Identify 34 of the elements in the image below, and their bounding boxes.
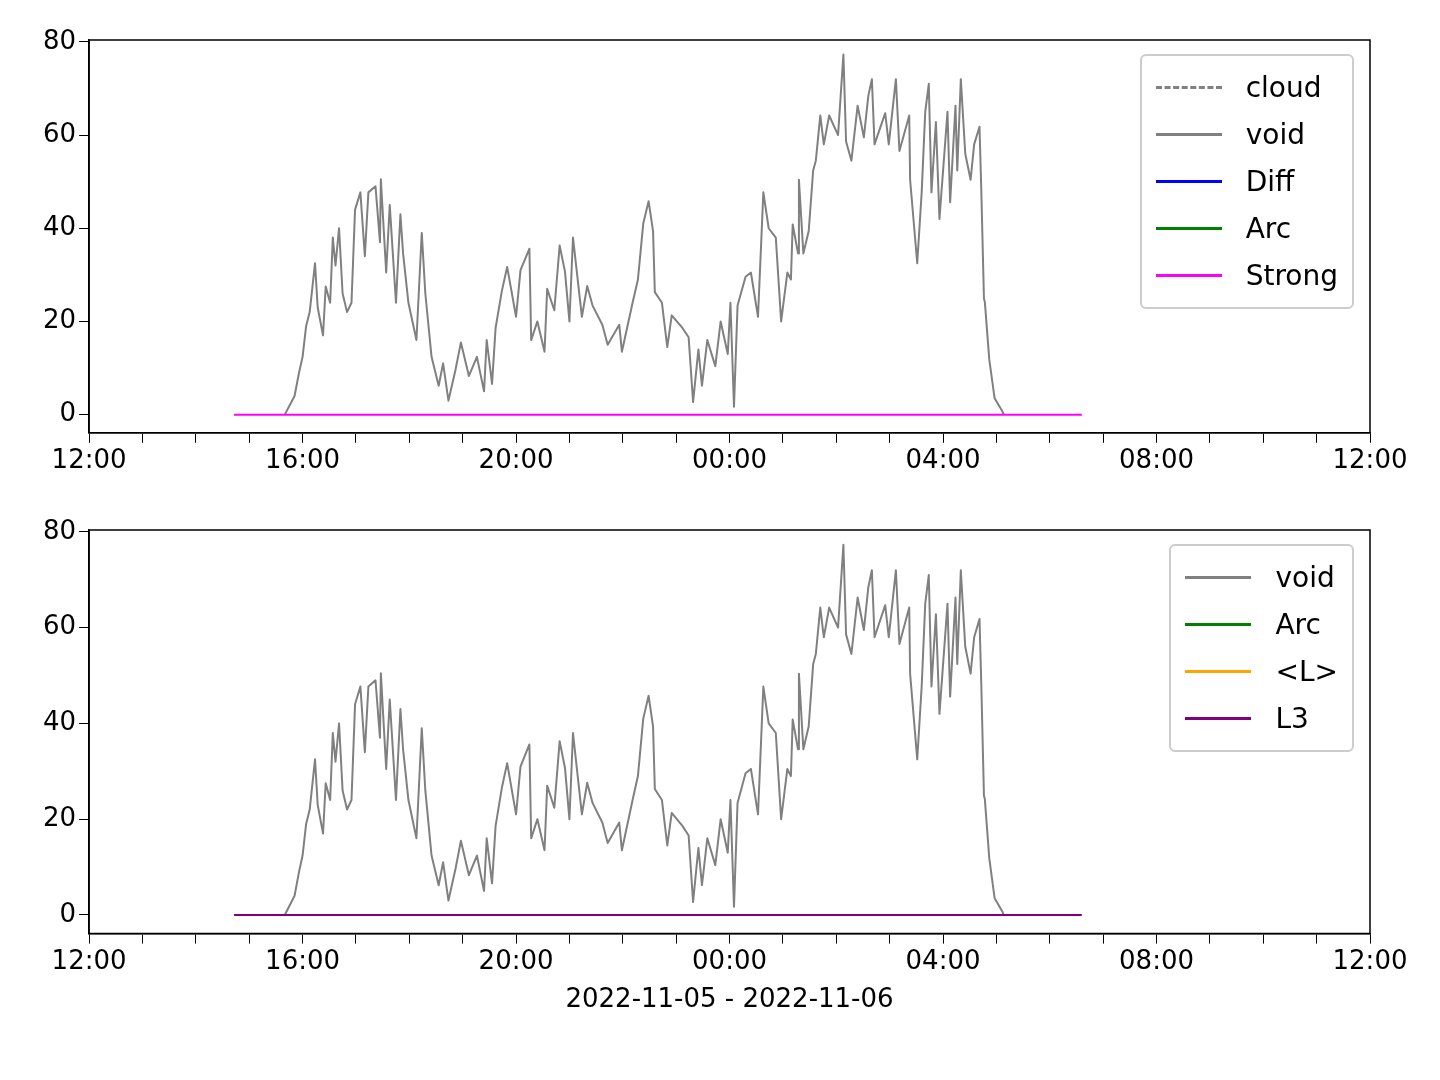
x-tick-label: 12:00: [1332, 944, 1408, 975]
x-tick-label: 00:00: [692, 444, 768, 475]
y-tick-label: 0: [59, 397, 77, 428]
legend-label: Strong: [1245, 259, 1338, 292]
x-tick-label: 12:00: [51, 444, 127, 475]
y-tick-label: 60: [42, 117, 77, 148]
legend-label: Arc: [1275, 608, 1321, 641]
y-tick-label: 20: [42, 304, 77, 335]
y-tick-label: 60: [42, 610, 77, 641]
y-tick-label: 20: [42, 801, 77, 832]
y-tick-label: 80: [42, 24, 77, 55]
legend-label: Arc: [1245, 212, 1292, 245]
y-tick-label: 80: [42, 514, 77, 545]
y-tick-label: 0: [59, 897, 77, 928]
x-tick-label: 12:00: [51, 944, 127, 975]
legend-label: void: [1245, 118, 1305, 151]
x-tick-label: 00:00: [692, 944, 768, 975]
x-tick-label: 16:00: [265, 444, 341, 475]
legend-label: void: [1275, 561, 1335, 594]
x-tick-label: 20:00: [478, 444, 554, 475]
x-tick-label: 04:00: [905, 944, 981, 975]
x-tick-label: 16:00: [265, 944, 341, 975]
legend-label: L3: [1275, 702, 1309, 735]
legend-label: <L>: [1275, 655, 1338, 688]
x-tick-label: 08:00: [1119, 944, 1194, 975]
legend-label: cloud: [1245, 71, 1322, 104]
x-tick-label: 08:00: [1119, 444, 1194, 475]
x-axis-title: 2022-11-05 - 2022-11-06: [565, 983, 894, 1014]
y-tick-label: 40: [42, 706, 77, 737]
x-tick-label: 20:00: [478, 944, 554, 975]
x-tick-label: 04:00: [905, 444, 981, 475]
x-tick-label: 12:00: [1332, 444, 1408, 475]
y-tick-label: 40: [42, 211, 77, 241]
legend-label: Diff: [1245, 165, 1295, 198]
